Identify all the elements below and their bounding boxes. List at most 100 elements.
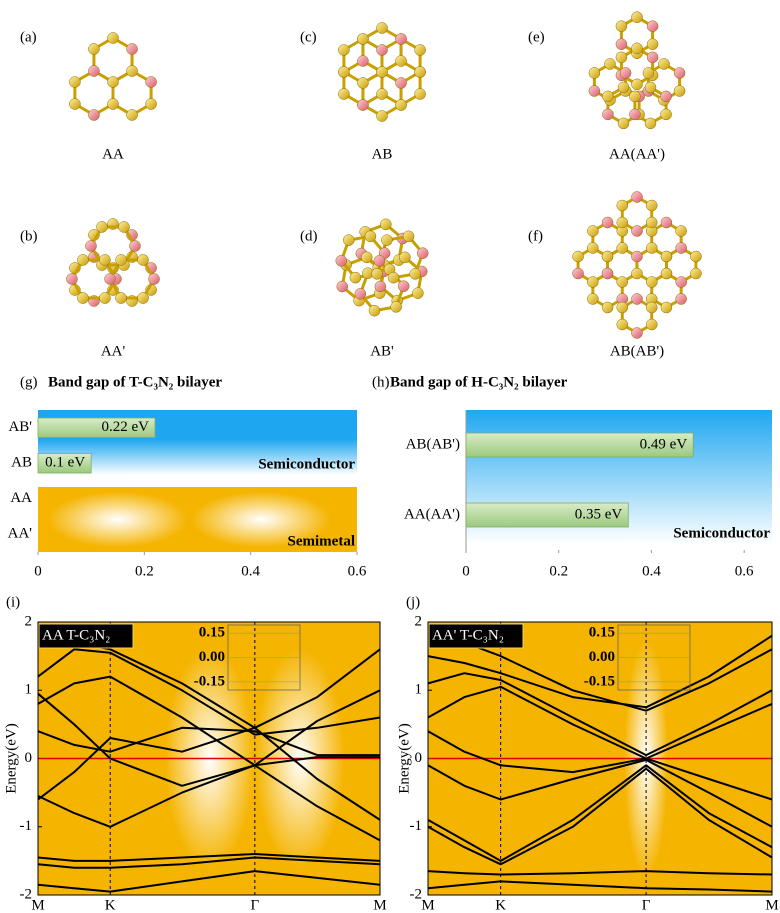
atom — [357, 99, 369, 111]
y-tick-label: 2 — [415, 613, 423, 629]
atom — [99, 292, 111, 304]
annotation: AA T-C₃N₂ — [42, 627, 110, 643]
chart-title: Band gap of H-C₃N₂ bilayer — [390, 374, 568, 390]
atom — [616, 276, 628, 288]
atom — [645, 301, 658, 314]
atom — [660, 108, 672, 121]
annotation-box — [428, 623, 524, 649]
atom — [617, 117, 630, 130]
atom — [368, 304, 381, 317]
atom — [631, 267, 643, 280]
atom — [115, 254, 127, 266]
atom — [137, 292, 149, 304]
atom — [364, 230, 377, 243]
band — [37, 692, 380, 787]
atom — [126, 43, 138, 55]
atom — [660, 90, 672, 103]
atom — [148, 273, 160, 285]
atom — [644, 81, 657, 94]
region-label: Semimetal — [288, 533, 355, 549]
annotation: AA' T-C₃N₂ — [432, 627, 504, 643]
category-label: AA — [10, 490, 32, 506]
atom — [588, 67, 601, 79]
band — [427, 880, 773, 893]
atom — [390, 301, 402, 313]
atom — [137, 254, 149, 266]
x-tick-label: 0.6 — [735, 563, 754, 579]
value-label: 0.35 eV — [575, 506, 623, 522]
atom — [77, 292, 89, 304]
band — [37, 675, 381, 767]
atom — [349, 271, 362, 284]
annotation-box — [38, 623, 134, 649]
atom — [646, 20, 659, 32]
atom — [631, 327, 643, 339]
panel-label: (j) — [406, 594, 420, 610]
atom — [85, 240, 97, 252]
y-tick-label: -2 — [20, 886, 33, 902]
structures — [66, 11, 702, 339]
atom — [631, 78, 643, 91]
atom — [616, 199, 629, 212]
atom — [588, 85, 601, 97]
bar — [37, 417, 156, 438]
x-tick-label: M — [31, 897, 44, 913]
atom — [660, 301, 673, 314]
band — [427, 764, 773, 862]
atom — [88, 65, 100, 77]
x-tick-label: 0.6 — [348, 563, 367, 579]
band — [427, 730, 773, 801]
inset-tick-label: 0.00 — [589, 649, 615, 665]
atom — [587, 276, 599, 288]
x-tick-label: K — [495, 897, 506, 913]
atom — [88, 109, 100, 121]
atom — [414, 44, 426, 56]
atom — [629, 108, 641, 121]
atom — [107, 76, 119, 88]
band — [427, 758, 773, 828]
x-tick-label: 0.4 — [642, 563, 661, 579]
panel-label: (h) — [372, 374, 390, 390]
atom — [115, 292, 127, 304]
atom — [646, 276, 658, 288]
category-label: AB' — [8, 419, 32, 435]
inset-tick-label: 0.00 — [199, 649, 225, 665]
atom — [371, 268, 383, 280]
atom — [376, 66, 388, 78]
atom — [690, 267, 702, 280]
category-label: AB — [11, 455, 32, 471]
x-tick-label: M — [373, 897, 386, 913]
atom — [357, 33, 369, 45]
atom — [357, 55, 369, 67]
atom — [376, 110, 388, 122]
atom — [414, 88, 426, 100]
atom — [646, 51, 659, 64]
category-label: AB(AB') — [406, 436, 460, 452]
value-label: 0.49 eV — [640, 436, 688, 452]
atom — [69, 76, 81, 88]
atom — [690, 250, 702, 263]
atom — [631, 11, 643, 23]
atom — [88, 43, 100, 55]
x-tick-label: 0 — [34, 563, 42, 579]
glow — [47, 491, 188, 548]
atom — [107, 32, 119, 44]
atom — [397, 280, 410, 292]
y-tick-label: 1 — [25, 682, 33, 698]
panel-label: (e) — [528, 29, 545, 45]
atom — [381, 234, 393, 246]
band — [37, 853, 381, 862]
atom — [129, 240, 141, 252]
structure-label: AA — [102, 146, 124, 162]
glow — [191, 491, 332, 548]
band — [427, 685, 773, 760]
panel-label: (g) — [20, 374, 38, 390]
atom — [615, 20, 628, 32]
atom — [660, 250, 673, 263]
x-tick-label: M — [421, 897, 434, 913]
atom — [619, 67, 632, 79]
atom — [658, 58, 670, 70]
atom — [374, 280, 387, 293]
bar — [465, 502, 629, 528]
